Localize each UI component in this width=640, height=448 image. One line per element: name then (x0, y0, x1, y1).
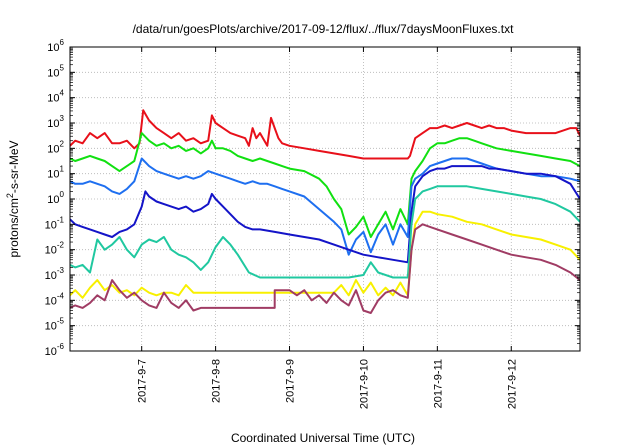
y-tick-label: 10-3 (45, 266, 65, 282)
x-tick-label: 2017-9-8 (211, 359, 223, 403)
x-tick-label: 2017-9-9 (285, 359, 297, 403)
series-line (70, 185, 580, 279)
y-tick-label: 10-4 (45, 291, 65, 307)
y-tick-label: 105 (47, 63, 64, 79)
y-axis-label-unit: protons/cm (7, 198, 21, 257)
y-tick-label: 10-6 (45, 342, 65, 358)
x-axis-ticks: 2017-9-7 2017-9-8 2017-9-9 2017-9-10 2017-9-… (137, 47, 518, 409)
y-axis-ticks: 10-6 10-5 10-4 10-3 10-2 10-1 100 101 102 103 104 1… (45, 38, 580, 358)
y-tick-label: 102 (47, 139, 64, 155)
series-line (70, 165, 580, 264)
y-tick-label: 103 (47, 114, 64, 130)
series-line (70, 109, 580, 160)
series-line (70, 157, 580, 256)
y-tick-label: 106 (47, 38, 64, 54)
y-tick-label: 10-5 (45, 317, 65, 333)
series-line (70, 223, 580, 314)
x-tick-label: 2017-9-7 (137, 359, 149, 403)
grid-lines (70, 47, 580, 351)
y-axis-label-rest: -s-sr-MeV (7, 140, 21, 193)
series-line (70, 132, 580, 238)
y-axis-label: protons/cm2-s-sr-MeV (5, 140, 21, 257)
y-tick-label: 104 (47, 89, 64, 105)
chart-title: /data/run/goesPlots/archive/2017-09-12/f… (133, 22, 515, 36)
y-tick-label: 101 (47, 165, 64, 181)
y-tick-label: 100 (47, 190, 64, 206)
series-layer (70, 109, 580, 314)
y-tick-label: 10-1 (45, 215, 65, 231)
x-axis-label: Coordinated Universal Time (UTC) (231, 431, 415, 445)
x-tick-label: 2017-9-11 (432, 359, 444, 408)
x-tick-label: 2017-9-12 (506, 359, 518, 409)
x-tick-label: 2017-9-10 (358, 359, 370, 409)
y-tick-label: 10-2 (45, 241, 65, 257)
y-axis-label-superscript: 2 (5, 193, 15, 198)
